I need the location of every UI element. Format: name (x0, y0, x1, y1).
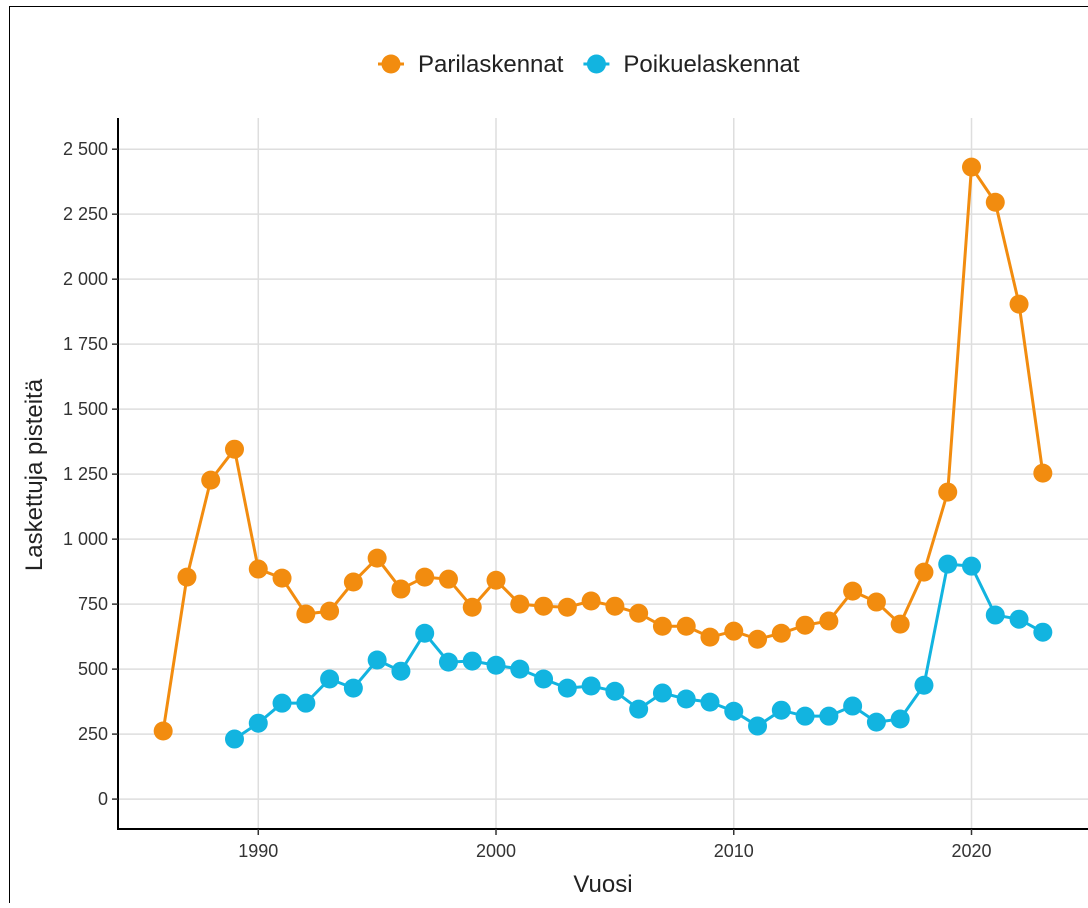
y-tick-label: 2 000 (63, 269, 108, 289)
point (249, 560, 268, 579)
point (629, 700, 648, 719)
point (463, 598, 482, 617)
point (439, 653, 458, 672)
point (415, 568, 434, 587)
point (320, 602, 339, 621)
y-tick-label: 2 500 (63, 139, 108, 159)
point (605, 597, 624, 616)
point (273, 694, 292, 713)
point (938, 483, 957, 502)
point (843, 697, 862, 716)
y-tick-label: 0 (98, 789, 108, 809)
point (772, 701, 791, 720)
point (843, 582, 862, 601)
point (796, 707, 815, 726)
point (391, 580, 410, 599)
point (867, 593, 886, 612)
point (700, 628, 719, 647)
point (962, 158, 981, 177)
point (629, 604, 648, 623)
x-axis-label: Vuosi (573, 871, 632, 898)
point (344, 679, 363, 698)
point (796, 616, 815, 635)
y-axis-label: Laskettuja pisteitä (21, 378, 48, 571)
point (891, 615, 910, 634)
point (344, 573, 363, 592)
point (296, 694, 315, 713)
point (391, 662, 410, 681)
y-tick-label: 250 (78, 724, 108, 744)
point (962, 557, 981, 576)
point (225, 440, 244, 459)
point (653, 617, 672, 636)
point (534, 670, 553, 689)
point (748, 717, 767, 736)
point (177, 568, 196, 587)
x-tick-label: 2010 (714, 841, 754, 861)
point (724, 702, 743, 721)
point (891, 710, 910, 729)
point (772, 624, 791, 643)
x-tick-label: 2020 (951, 841, 991, 861)
point (558, 679, 577, 698)
point (938, 555, 957, 574)
point (249, 714, 268, 733)
point (914, 676, 933, 695)
y-tick-label: 2 250 (63, 204, 108, 224)
point (1010, 295, 1029, 314)
point (582, 677, 601, 696)
point (1033, 623, 1052, 642)
x-tick-label: 2000 (476, 841, 516, 861)
point (582, 592, 601, 611)
point (368, 651, 387, 670)
point (748, 630, 767, 649)
point (368, 549, 387, 568)
point (558, 598, 577, 617)
x-tick-label: 1990 (238, 841, 278, 861)
legend-marker (382, 55, 401, 74)
point (819, 707, 838, 726)
y-tick-label: 500 (78, 659, 108, 679)
point (914, 563, 933, 582)
point (700, 693, 719, 712)
y-tick-label: 1 000 (63, 529, 108, 549)
point (534, 597, 553, 616)
legend-marker (587, 55, 606, 74)
point (154, 721, 173, 740)
point (819, 612, 838, 631)
point (320, 670, 339, 689)
legend-label: Parilaskennat (418, 51, 564, 78)
y-tick-label: 1 250 (63, 464, 108, 484)
point (510, 595, 529, 614)
point (296, 605, 315, 624)
point (273, 569, 292, 588)
point (510, 660, 529, 679)
legend-label: Poikuelaskennat (623, 51, 799, 78)
point (487, 656, 506, 675)
point (653, 684, 672, 703)
y-tick-label: 1 750 (63, 334, 108, 354)
point (677, 617, 696, 636)
y-tick-label: 1 500 (63, 399, 108, 419)
point (463, 652, 482, 671)
point (986, 606, 1005, 625)
point (201, 471, 220, 490)
point (867, 713, 886, 732)
y-tick-label: 750 (78, 594, 108, 614)
point (986, 193, 1005, 212)
point (1010, 610, 1029, 629)
point (605, 682, 624, 701)
point (439, 570, 458, 589)
point (724, 622, 743, 641)
point (1033, 464, 1052, 483)
point (487, 571, 506, 590)
point (415, 624, 434, 643)
frame (10, 7, 1088, 904)
point (225, 730, 244, 749)
point (677, 690, 696, 709)
